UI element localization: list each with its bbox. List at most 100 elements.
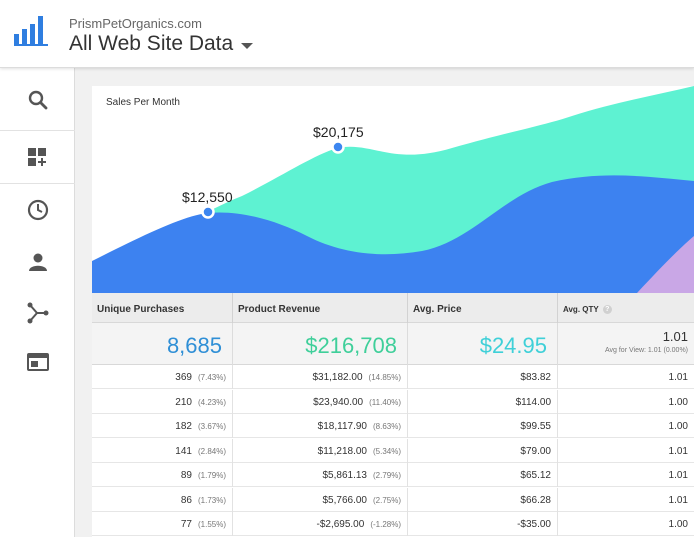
report-card: Sales Per Month $12,550 $20,175 Unique P… <box>92 86 694 537</box>
product-revenue-cell-value: $5,766.00 <box>322 494 367 506</box>
clock-icon <box>27 199 48 221</box>
help-icon[interactable]: ? <box>602 305 612 315</box>
unique-purchases-cell-value: 182 <box>175 421 192 432</box>
table-row[interactable]: 182 (3.67%) $18,117.90 (8.63%) $99.55 1.00 <box>92 414 694 438</box>
header-avg-qty-label: Avg. QTY <box>563 305 599 314</box>
product-revenue-percent: (2.79%) <box>372 471 401 480</box>
avg-price-cell: $66.28 <box>408 487 558 512</box>
view-name: All Web Site Data <box>69 32 234 55</box>
avg-qty-cell-value: 1.00 <box>668 519 688 530</box>
unique-purchases-percent: (1.73%) <box>197 495 226 505</box>
header-avg-qty[interactable]: Avg. QTY? <box>558 293 694 323</box>
blue-area <box>92 175 694 293</box>
avg-price-cell: -$35.00 <box>408 512 558 536</box>
avg-price-cell: $114.00 <box>408 389 558 414</box>
peak-label: $20,175 <box>313 124 364 140</box>
purple-front <box>637 236 694 293</box>
table-header: Unique Purchases Product Revenue Avg. Pr… <box>92 293 694 323</box>
avg-qty-cell: 1.00 <box>558 512 694 536</box>
unique-purchases-cell-value: 210 <box>175 396 192 408</box>
peak-label: $12,550 <box>182 189 233 205</box>
avg-qty-cell: 1.00 <box>558 414 694 438</box>
total-product-revenue: $216,708 <box>233 323 408 365</box>
totals-row: 8,685 $216,708 $24.95 1.01 Avg for View:… <box>92 323 694 365</box>
site-name: PrismPetOrganics.com <box>69 16 202 31</box>
table-row[interactable]: 369 (7.43%) $31,182.00 (14.85%) $83.82 1.01 <box>92 365 694 389</box>
product-revenue-cell-value: $5,861.13 <box>322 470 367 481</box>
avg-for-view-note: Avg for View: 1.01 (0.00%) <box>604 347 688 354</box>
unique-purchases-cell: 89 (1.79%) <box>92 463 233 487</box>
unique-purchases-cell: 77 (1.55%) <box>92 512 233 536</box>
unique-purchases-cell-value: 77 <box>180 519 192 530</box>
sidebar-item-search[interactable] <box>0 80 75 120</box>
avg-qty-cell-value: 1.00 <box>668 421 688 432</box>
unique-purchases-percent: (1.79%) <box>197 471 226 480</box>
avg-price-cell-value: $66.28 <box>520 494 551 506</box>
header-avg-price[interactable]: Avg. Price <box>408 293 558 323</box>
sidebar-item-behavior[interactable] <box>0 342 75 382</box>
sidebar-item-realtime[interactable] <box>0 190 75 230</box>
avg-qty-cell: 1.01 <box>558 439 694 463</box>
table-row[interactable]: 89 (1.79%) $5,861.13 (2.79%) $65.12 1.01 <box>92 463 694 487</box>
product-revenue-cell-value: $11,218.00 <box>317 445 367 457</box>
avg-qty-cell-value: 1.00 <box>668 396 688 408</box>
table-row[interactable]: 77 (1.55%) -$2,695.00 (-1.28%) -$35.00 1.00 <box>92 512 694 536</box>
product-revenue-cell: $31,182.00 (14.85%) <box>233 365 408 389</box>
caret-down-icon <box>241 42 254 49</box>
table-row[interactable]: 141 (2.84%) $11,218.00 (5.34%) $79.00 1.01 <box>92 438 694 463</box>
view-selector[interactable]: All Web Site Data <box>69 32 254 56</box>
avg-qty-cell: 1.00 <box>558 390 694 414</box>
unique-purchases-cell-value: 141 <box>175 445 192 457</box>
sales-chart: Sales Per Month $12,550 $20,175 <box>92 86 694 293</box>
unique-purchases-percent: (4.23%) <box>197 397 226 407</box>
product-revenue-percent: (-1.28%) <box>370 520 401 529</box>
sidebar-divider <box>0 130 75 131</box>
sidebar-item-customization[interactable] <box>0 138 75 178</box>
avg-qty-cell: 1.01 <box>558 365 694 389</box>
unique-purchases-cell-value: 89 <box>180 470 192 481</box>
unique-purchases-percent: (2.84%) <box>197 446 226 456</box>
avg-qty-cell-value: 1.01 <box>668 494 688 506</box>
header-product-revenue[interactable]: Product Revenue <box>233 293 408 323</box>
product-revenue-cell-value: -$2,695.00 <box>316 519 365 530</box>
avg-qty-cell-value: 1.01 <box>668 445 688 457</box>
flow-icon <box>27 302 48 324</box>
product-revenue-cell: -$2,695.00 (-1.28%) <box>233 512 408 536</box>
product-revenue-cell: $18,117.90 (8.63%) <box>233 414 408 438</box>
sidebar <box>0 68 75 537</box>
table-row[interactable]: 86 (1.73%) $5,766.00 (2.75%) $66.28 1.01 <box>92 487 694 512</box>
person-icon <box>28 253 47 271</box>
unique-purchases-cell: 210 (4.23%) <box>92 389 233 414</box>
total-unique-purchases: 8,685 <box>92 323 233 365</box>
product-revenue-cell-value: $23,940.00 <box>313 396 364 408</box>
analytics-logo-icon <box>14 16 48 46</box>
avg-price-cell: $65.12 <box>408 463 558 487</box>
avg-price-cell-value: -$35.00 <box>517 519 551 530</box>
table-row[interactable]: 210 (4.23%) $23,940.00 (11.40%) $114.00 1.00 <box>92 389 694 414</box>
product-revenue-cell-value: $31,182.00 <box>312 372 363 383</box>
unique-purchases-cell: 141 (2.84%) <box>92 438 233 463</box>
header-unique-purchases[interactable]: Unique Purchases <box>92 293 233 323</box>
product-revenue-cell: $5,766.00 (2.75%) <box>233 487 408 512</box>
avg-qty-cell: 1.01 <box>558 463 694 487</box>
peak-marker <box>201 205 215 219</box>
product-revenue-cell: $5,861.13 (2.79%) <box>233 463 408 487</box>
unique-purchases-cell: 182 (3.67%) <box>92 414 233 438</box>
product-revenue-cell: $11,218.00 (5.34%) <box>233 438 408 463</box>
app-header: PrismPetOrganics.com All Web Site Data <box>0 0 694 68</box>
window-icon <box>26 353 49 371</box>
avg-price-cell: $99.55 <box>408 414 558 438</box>
sidebar-divider <box>0 183 75 184</box>
sidebar-item-acquisition[interactable] <box>0 293 75 333</box>
product-revenue-percent: (2.75%) <box>372 495 401 505</box>
avg-price-cell-value: $99.55 <box>520 421 551 432</box>
avg-price-cell-value: $83.82 <box>520 372 551 383</box>
product-revenue-percent: (14.85%) <box>368 373 401 382</box>
search-icon <box>28 90 47 110</box>
sidebar-item-audience[interactable] <box>0 242 75 282</box>
peak-marker <box>331 140 345 154</box>
product-revenue-percent: (8.63%) <box>372 422 401 431</box>
avg-price-cell-value: $79.00 <box>520 445 551 457</box>
dashboard-add-icon <box>27 148 46 166</box>
avg-price-cell-value: $65.12 <box>520 470 551 481</box>
